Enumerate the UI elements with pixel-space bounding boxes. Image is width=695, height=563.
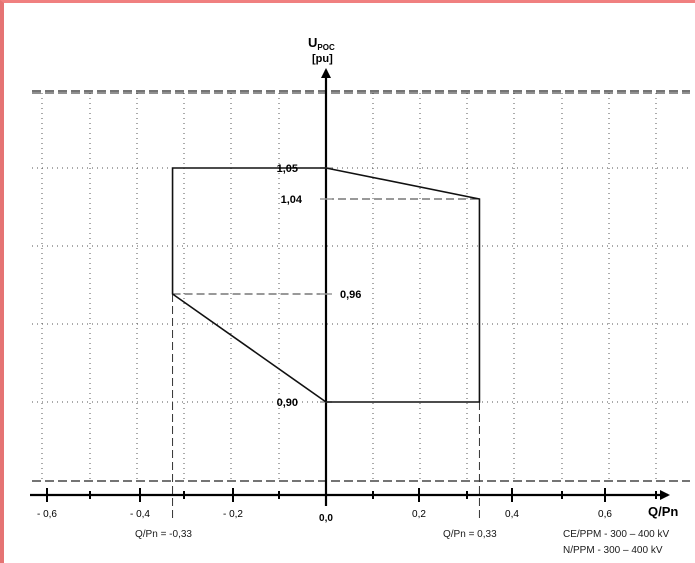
voltage-note-n: N/PPM - 300 – 400 kV: [563, 545, 663, 556]
y-tick-label: 0,96: [340, 289, 361, 301]
y-tick-labels: 1,05 1,04 0,96 0,90: [277, 163, 362, 409]
x-tick-marks: [46, 488, 657, 502]
projection-lines: [172, 198, 480, 522]
y-tick-label: 1,05: [277, 163, 298, 175]
grid: [32, 93, 690, 481]
x-tick-label: 0,0: [319, 513, 333, 524]
q-left-annotation: Q/Pn = -0,33: [135, 529, 192, 540]
x-tick-label: 0,2: [412, 509, 426, 520]
voltage-note-ce: CE/PPM - 300 – 400 kV: [563, 529, 669, 540]
y-axis-unit: [pu]: [312, 53, 333, 65]
y-axis-title: UPOC: [308, 35, 335, 52]
x-tick-label: - 0,6: [37, 509, 57, 520]
x-tick-label: 0,6: [598, 509, 612, 520]
q-right-annotation: Q/Pn = 0,33: [443, 529, 497, 540]
x-tick-label: 0,4: [505, 509, 519, 520]
capability-boundary: [171, 167, 481, 403]
x-axis-title: Q/Pn: [648, 504, 678, 519]
x-tick-labels: - 0,6 - 0,4 - 0,2 0,0 0,2 0,4 0,6: [37, 509, 612, 524]
y-tick-label: 0,90: [277, 397, 298, 409]
x-tick-label: - 0,2: [223, 509, 243, 520]
y-tick-label: 1,04: [281, 194, 303, 206]
x-tick-label: - 0,4: [130, 509, 150, 520]
